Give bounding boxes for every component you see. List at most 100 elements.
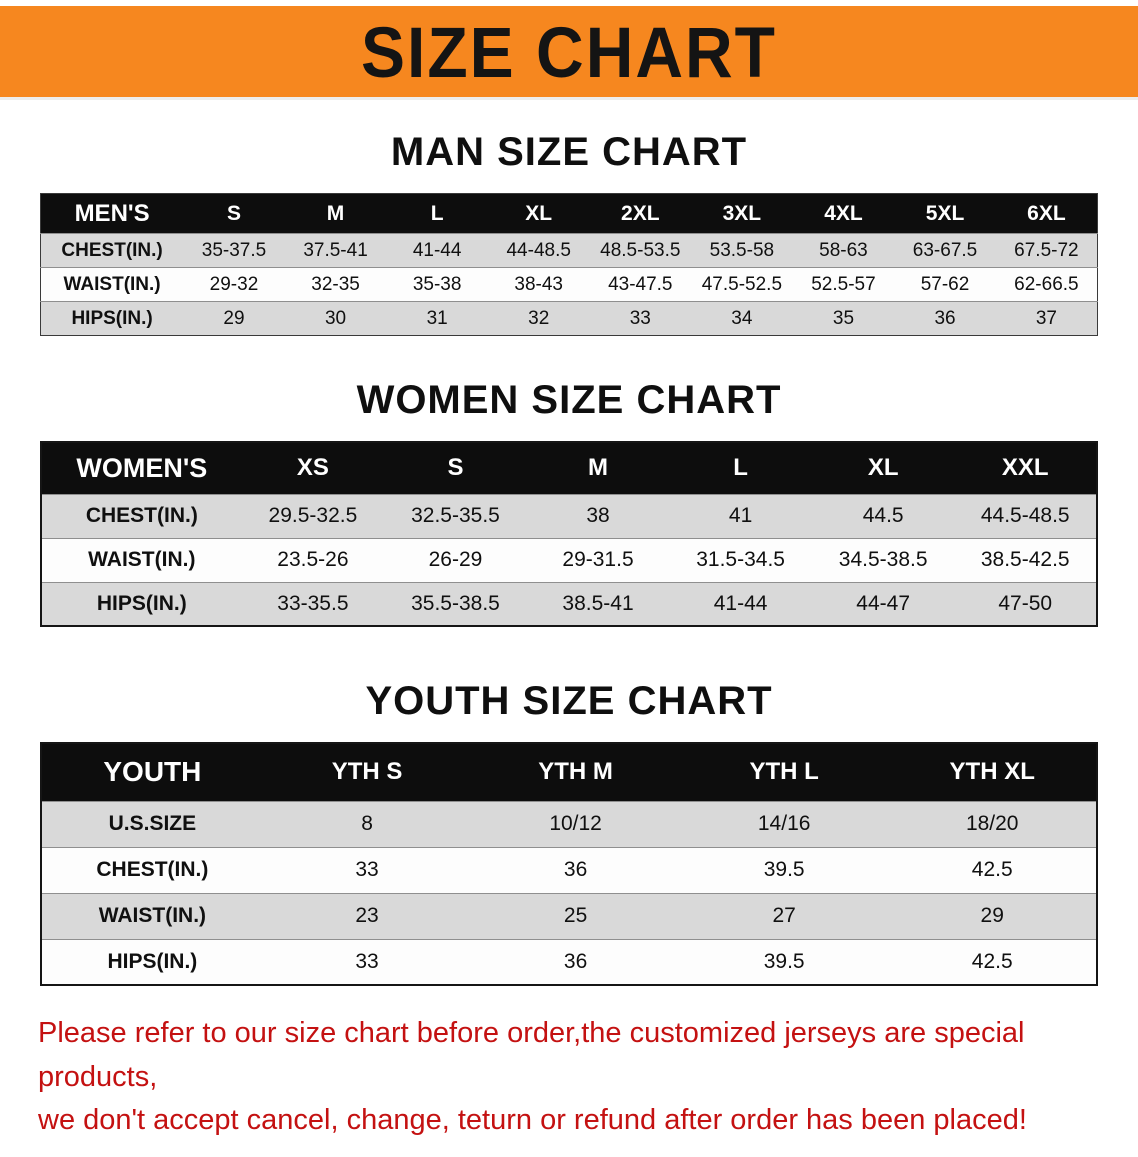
women-size-chart-section: WOMEN SIZE CHART WOMEN'S XS S M L XL XXL CHEST(I… (0, 378, 1138, 627)
value-cell: 34.5-38.5 (838, 548, 928, 571)
value-cell: 36 (563, 858, 588, 881)
value-cell: 26-29 (428, 548, 483, 571)
value-cell: 43-47.5 (608, 273, 673, 295)
value-cell: 30 (324, 307, 347, 329)
value-cell: 32-35 (311, 273, 360, 295)
value-cell: 33-35.5 (277, 591, 349, 615)
table-row: U.S.SIZE 8 10/12 14/16 18/20 (41, 801, 1097, 847)
value-cell: 32.5-35.5 (411, 504, 500, 527)
value-cell: 29.5-32.5 (268, 504, 358, 527)
value-cell: 36 (563, 949, 588, 973)
women-size-header-cell: S (384, 442, 527, 494)
value-cell: 29-32 (209, 273, 259, 295)
row-label-cell: U.S.SIZE (108, 812, 197, 835)
men-size-header-cell: 6XL (995, 193, 1098, 234)
women-size-header-cell: XXL (954, 442, 1097, 494)
value-cell: 37.5-41 (303, 239, 368, 261)
value-cell: 52.5-57 (811, 273, 876, 295)
value-cell: 36 (934, 307, 956, 329)
value-cell: 38.5-41 (562, 591, 634, 615)
table-row: WAIST(IN.) 29-32 32-35 35-38 38-43 43-47.5 47.… (40, 267, 1098, 302)
table-row: WAIST(IN.) 23 25 27 29 (41, 893, 1097, 939)
value-cell: 29-31.5 (562, 548, 634, 571)
value-cell: 10/12 (549, 812, 602, 835)
value-cell: 42.5 (971, 858, 1013, 881)
table-row: CHEST(IN.) 29.5-32.5 32.5-35.5 38 41 44.5 44.5… (41, 494, 1097, 538)
value-cell: 38.5-42.5 (980, 548, 1070, 571)
value-cell: 62-66.5 (1014, 273, 1079, 295)
value-cell: 34 (731, 307, 753, 329)
value-cell: 35-38 (412, 273, 462, 295)
table-row: HIPS(IN.) 29 30 31 32 33 34 35 36 37 (40, 301, 1098, 336)
value-cell: 23.5-26 (277, 548, 349, 571)
value-cell: 41-44 (412, 239, 462, 261)
men-size-header-cell: M (284, 193, 387, 234)
value-cell: 63-67.5 (912, 239, 978, 261)
women-chart-heading: WOMEN SIZE CHART (356, 378, 782, 422)
men-size-header-cell: XL (487, 193, 590, 234)
row-label-cell: WAIST(IN.) (98, 904, 207, 927)
value-cell: 29 (223, 307, 245, 329)
men-size-table: MEN'S S M L XL 2XL 3XL 4XL 5XL 6XL CHEST(IN.) 35-37… (40, 193, 1098, 336)
value-cell: 39.5 (763, 858, 805, 881)
value-cell: 33 (355, 858, 379, 881)
youth-size-header-cell: YTH S (262, 743, 472, 801)
men-size-chart-section: MAN SIZE CHART MEN'S S M L XL 2XL 3XL 4XL 5XL 6XL C… (0, 130, 1138, 336)
value-cell: 18/20 (965, 812, 1019, 835)
value-cell: 41 (728, 504, 753, 527)
row-label-cell: CHEST(IN.) (61, 239, 163, 261)
value-cell: 27 (772, 904, 796, 927)
value-cell: 38-43 (514, 273, 564, 295)
men-size-header-cell: 4XL (792, 193, 895, 234)
size-chart-sections: MAN SIZE CHART MEN'S S M L XL 2XL 3XL 4XL 5XL 6XL C… (0, 130, 1138, 986)
table-row: CHEST(IN.) 33 36 39.5 42.5 (41, 847, 1097, 893)
size-chart-banner: SIZE CHART (0, 6, 1138, 100)
men-size-header-cell: 5XL (894, 193, 996, 234)
value-cell: 32 (528, 307, 550, 329)
men-size-header-cell: L (386, 193, 488, 234)
row-label-cell: HIPS(IN.) (71, 307, 153, 329)
value-cell: 47.5-52.5 (701, 273, 783, 295)
men-size-header-cell: 3XL (691, 193, 793, 234)
row-label-cell: WAIST(IN.) (88, 548, 196, 571)
table-row: HIPS(IN.) 33 36 39.5 42.5 (41, 939, 1097, 985)
women-size-header-cell: L (669, 442, 812, 494)
disclaimer-line-1: Please refer to our size chart before or… (38, 1017, 1025, 1093)
row-label-cell: HIPS(IN.) (107, 949, 198, 973)
women-size-header-cell: M (526, 442, 670, 494)
value-cell: 44-48.5 (506, 239, 571, 261)
value-cell: 29 (980, 904, 1004, 927)
value-cell: 53.5-58 (709, 239, 775, 261)
youth-size-header-cell: YTH L (679, 743, 889, 801)
value-cell: 41-44 (713, 591, 768, 615)
value-cell: 48.5-53.5 (600, 239, 681, 261)
youth-size-chart-section: YOUTH SIZE CHART YOUTH YTH S YTH M YTH L YTH … (0, 679, 1138, 986)
value-cell: 57-62 (920, 273, 970, 295)
value-cell: 37 (1035, 307, 1057, 329)
men-header-row: MEN'S S M L XL 2XL 3XL 4XL 5XL 6XL (40, 193, 1098, 234)
table-row: CHEST(IN.) 35-37.5 37.5-41 41-44 44-48.5 48.5… (40, 233, 1098, 268)
banner-title: SIZE CHART (361, 11, 777, 92)
value-cell: 31.5-34.5 (696, 548, 785, 571)
men-size-header-cell: S (183, 193, 285, 234)
women-header-row: WOMEN'S XS S M L XL XXL (41, 442, 1097, 494)
youth-size-header-cell: YTH XL (888, 743, 1097, 801)
value-cell: 33 (629, 307, 651, 329)
value-cell: 39.5 (763, 949, 805, 973)
value-cell: 44-47 (856, 591, 911, 615)
value-cell: 44.5-48.5 (980, 504, 1070, 527)
value-cell: 67.5-72 (1014, 239, 1079, 261)
value-cell: 35.5-38.5 (411, 591, 500, 615)
men-size-header-cell: 2XL (589, 193, 692, 234)
women-category-header-cell: WOMEN'S (41, 442, 242, 494)
youth-chart-heading: YOUTH SIZE CHART (365, 679, 773, 723)
value-cell: 42.5 (971, 949, 1013, 973)
table-row: HIPS(IN.) 33-35.5 35.5-38.5 38.5-41 41-44 44-… (41, 582, 1097, 626)
women-size-table: WOMEN'S XS S M L XL XXL CHEST(IN.) 29.5-32.5 32.5… (40, 441, 1098, 627)
value-cell: 58-63 (819, 239, 868, 261)
disclaimer-note: Please refer to our size chart before or… (38, 1012, 1100, 1143)
men-chart-heading: MAN SIZE CHART (390, 130, 748, 174)
value-cell: 31 (426, 307, 448, 329)
table-row: WAIST(IN.) 23.5-26 26-29 29-31.5 31.5-34.5 34… (41, 538, 1097, 582)
value-cell: 25 (563, 904, 588, 927)
